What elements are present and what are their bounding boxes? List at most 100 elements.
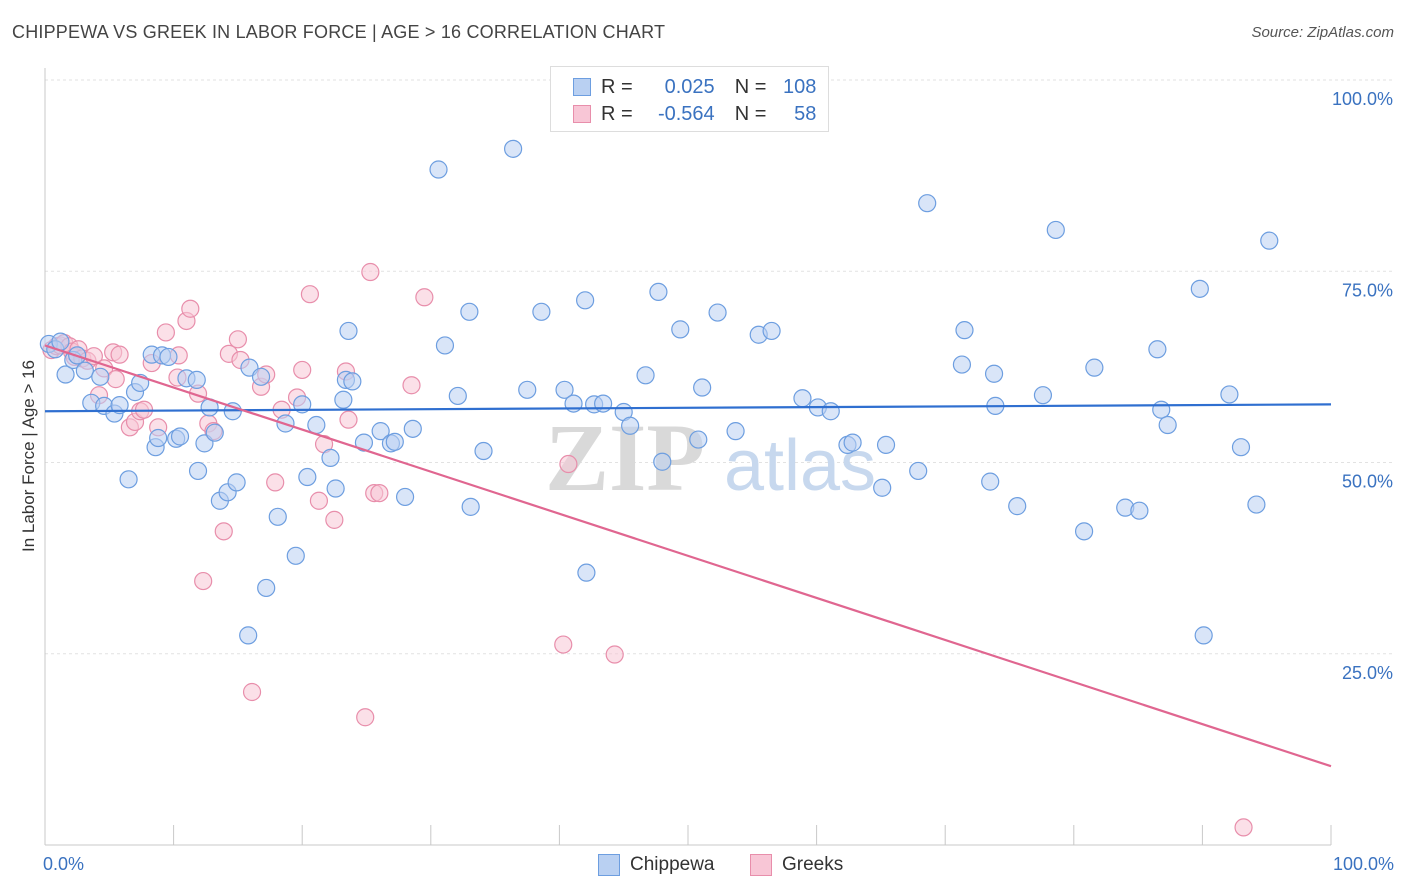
chippewa-point (1152, 400, 1171, 419)
chart-title: CHIPPEWA VS GREEK IN LABOR FORCE | AGE >… (12, 22, 666, 42)
greeks-point (293, 360, 312, 380)
chippewa-point (653, 452, 672, 471)
chippewa-point (636, 366, 655, 385)
greeks-point (559, 454, 578, 474)
legend-swatch-greeks (573, 105, 591, 123)
chippewa-point (91, 367, 110, 386)
greeks-point (370, 484, 389, 503)
chippewa-point (555, 380, 574, 399)
y-tick-label: 25.0% (1342, 663, 1393, 683)
trend-lines (44, 344, 1332, 768)
y-tick-label: 50.0% (1342, 472, 1393, 492)
chippewa-point (762, 321, 781, 341)
chippewa-point (689, 430, 708, 449)
greeks-trend-line (44, 344, 1332, 768)
chippewa-point (843, 433, 862, 452)
chippewa-point (110, 396, 129, 415)
legend-r-value: 0.025 (664, 75, 715, 98)
legend-greeks: Greeks (750, 852, 843, 878)
chippewa-point (385, 432, 404, 451)
source-label: Source: ZipAtlas.com (1251, 24, 1394, 41)
greeks-point (214, 522, 233, 541)
chippewa-trend-line (44, 403, 1332, 413)
chippewa-point (952, 355, 972, 374)
chippewa-point (1074, 522, 1094, 541)
greeks-point (156, 323, 175, 342)
legend-n-value: 58 (794, 102, 817, 125)
chippewa-point (793, 389, 812, 408)
chippewa-point (1220, 385, 1239, 404)
chippewa-point (1033, 386, 1053, 405)
chippewa-point (518, 380, 537, 399)
chippewa-point (1260, 231, 1279, 250)
greeks-point (339, 410, 358, 429)
chippewa-point (460, 302, 479, 321)
chippewa-point (227, 473, 246, 492)
watermark: ZIP atlas (545, 404, 876, 511)
chippewa-point (621, 416, 640, 435)
greeks-point (228, 330, 247, 349)
chippewa-point (343, 372, 362, 391)
legend-row-greeks: R = -0.564 N = 58 (573, 101, 816, 127)
greeks-point (361, 262, 380, 282)
chippewa-point (671, 320, 690, 339)
legend-chippewa: Chippewa (598, 852, 715, 878)
legend-r-value: -0.564 (657, 102, 715, 125)
chippewa-point (461, 497, 480, 516)
chippewa-point (594, 394, 613, 413)
chippewa-point (873, 478, 892, 497)
chippewa-point (1190, 279, 1209, 298)
chippewa-point (708, 303, 727, 322)
legend-n-label: N = (734, 102, 767, 125)
chippewa-point (1231, 438, 1251, 457)
greeks-point (242, 682, 262, 702)
chippewa-point (909, 461, 928, 481)
chippewa-point (187, 370, 206, 389)
chippewa-point (1130, 501, 1149, 520)
legend-greeks-label: Greeks (782, 854, 844, 875)
chippewa-point (448, 386, 467, 406)
legend-chippewa-swatch (598, 854, 620, 876)
chippewa-point (435, 336, 455, 355)
chippewa-point (188, 461, 208, 481)
greeks-point (181, 299, 200, 318)
chippewa-point (532, 302, 551, 321)
chippewa-point (1046, 220, 1065, 240)
chippewa-point (1247, 495, 1266, 514)
legend-greeks-swatch (750, 854, 772, 876)
chippewa-point (371, 422, 390, 441)
chippewa-point (170, 427, 190, 446)
chippewa-point (1148, 340, 1167, 359)
legend-r-label: R = (601, 102, 633, 125)
stats-legend: R = 0.025 N = 108 R = -0.564 N = 58 (550, 66, 829, 132)
chippewa-point (576, 291, 595, 310)
chippewa-point (205, 423, 224, 442)
chippewa-point (75, 361, 94, 380)
chippewa-point (1194, 626, 1213, 645)
chippewa-point (918, 194, 937, 213)
chippewa-point (1008, 497, 1027, 516)
chippewa-point (955, 321, 974, 340)
chippewa-point (981, 472, 1000, 491)
chippewa-point (268, 507, 287, 526)
axes (44, 68, 1332, 846)
greeks-point (194, 571, 213, 591)
chippewa-point (474, 441, 493, 461)
x-tick-label-max: 100.0% (1333, 854, 1394, 874)
chippewa-point (693, 378, 712, 397)
legend-chippewa-label: Chippewa (630, 854, 715, 875)
chippewa-point (726, 422, 745, 441)
chippewa-point (257, 578, 276, 598)
chippewa-point (307, 415, 326, 435)
chippewa-point (395, 487, 415, 507)
chippewa-point (1085, 358, 1104, 377)
greeks-point (300, 285, 320, 304)
chippewa-point (403, 419, 422, 438)
chippewa-point (577, 563, 596, 582)
greeks-point (1234, 818, 1253, 837)
chippewa-point (119, 470, 138, 489)
chippewa-point (429, 160, 448, 179)
y-axis-label: In Labor Force | Age > 16 (19, 360, 38, 552)
greeks-points (42, 262, 1253, 837)
chippewa-point (334, 390, 353, 409)
